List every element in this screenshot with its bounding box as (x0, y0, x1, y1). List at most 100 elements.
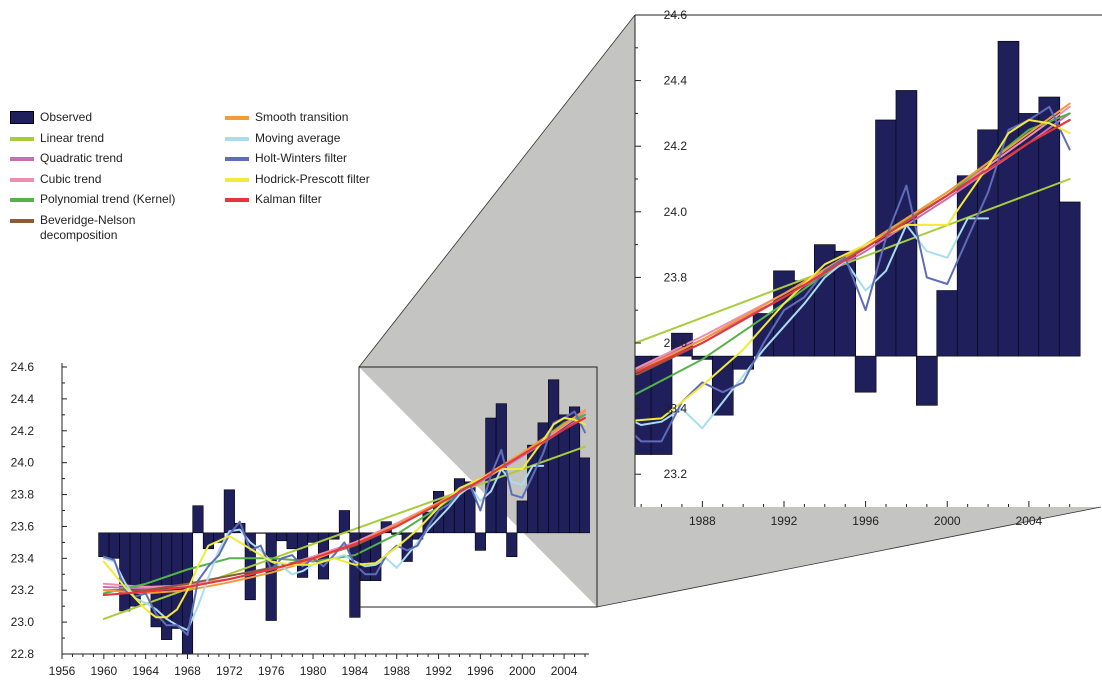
observed-bar (516, 500, 528, 534)
zoom-y-tick-label: 23.6 (664, 336, 688, 350)
y-tick-label: 24.0 (11, 456, 35, 470)
zoom-connector-edge-top (358, 14, 636, 368)
observed-bar (171, 532, 183, 629)
legend-item: Kalman filter (225, 192, 322, 207)
observed-bar (464, 481, 476, 534)
series-line (635, 102, 1071, 374)
x-tick-label: 1964 (132, 664, 159, 678)
observed-bar (338, 510, 350, 534)
zoom-plot (635, 40, 1081, 455)
observed-bar (140, 532, 152, 586)
zoom-y-tick-label: 24.6 (664, 8, 688, 22)
zoom-y-tick-label: 24.2 (664, 139, 688, 153)
legend-item: Hodrick-Prescott filter (225, 172, 370, 187)
observed-bar (255, 532, 267, 534)
observed-bar (936, 290, 959, 357)
zoom-y-tick-label: 23.4 (664, 402, 688, 416)
y-tick-label: 22.8 (11, 647, 35, 661)
x-tick-label: 1980 (300, 664, 327, 678)
series-line (635, 119, 1071, 374)
legend-swatch (225, 198, 249, 202)
series-line (635, 178, 1071, 345)
zoom-y-tick-label: 23.8 (664, 270, 688, 284)
main-axes: 22.8 23.0 23.2 23.4 23.6 23.8 24.0 24.2 24.4 24.6… (11, 360, 589, 678)
y-tick-label: 24.2 (11, 424, 35, 438)
zoom-x-tick-label: 1992 (771, 514, 798, 528)
y-tick-label: 23.2 (11, 583, 35, 597)
observed-bar (474, 532, 486, 551)
legend-label: Beveridge-Nelson decomposition (40, 212, 136, 242)
legend-swatch (10, 177, 34, 182)
x-tick-label: 1984 (342, 664, 369, 678)
observed-bar (119, 532, 131, 612)
legend-swatch (225, 177, 249, 182)
y-tick-label: 24.6 (11, 360, 35, 374)
legend-label: Observed (40, 110, 93, 124)
observed-bar (579, 457, 590, 534)
legend-label: Quadratic trend (40, 151, 123, 165)
y-tick-label: 23.0 (11, 615, 35, 629)
x-tick-label: 1996 (467, 664, 494, 678)
legend-label: Holt-Winters filter (255, 151, 348, 165)
x-tick-label: 1992 (425, 664, 452, 678)
observed-bar (1018, 113, 1040, 357)
observed-bar (265, 532, 277, 621)
observed-bar (956, 175, 979, 357)
observed-bar (297, 532, 309, 578)
legend-item: Cubic trend (10, 172, 101, 187)
x-tick-label: 1960 (90, 664, 117, 678)
zoom-y-tick-label: 23.2 (664, 467, 688, 481)
observed-bar (286, 532, 298, 550)
zoom-x-tick-label: 1988 (689, 514, 716, 528)
legend-item: Observed (10, 110, 92, 125)
legend-item: Holt-Winters filter (225, 151, 347, 166)
zoom-box (358, 366, 598, 608)
observed-bar (276, 532, 288, 542)
legend-swatch (10, 111, 34, 124)
legend-label: Polynomial trend (Kernel) (40, 192, 176, 206)
observed-bar (223, 489, 235, 534)
x-tick-label: 2004 (551, 664, 578, 678)
legend-label: Kalman filter (255, 192, 322, 206)
y-tick-label: 23.6 (11, 519, 35, 533)
observed-bar (192, 505, 204, 534)
x-tick-label: 2000 (509, 664, 536, 678)
series-line (102, 417, 586, 619)
observed-bar (108, 532, 120, 559)
legend-swatch (10, 157, 34, 161)
zoom-y-tick-label: 24.4 (664, 74, 688, 88)
legend-swatch (10, 136, 34, 141)
x-tick-label: 1972 (216, 664, 243, 678)
zoom-x-tick-label: 2004 (1016, 514, 1043, 528)
observed-bar (98, 532, 110, 558)
zoom-x-tick-label: 1996 (852, 514, 879, 528)
zoom-connector-edge-bottom (596, 506, 1102, 608)
legend-item: Moving average (225, 131, 340, 146)
legend-label: Smooth transition (255, 110, 349, 124)
series-line (635, 119, 1071, 422)
legend-swatch (10, 218, 34, 223)
observed-bar (834, 250, 857, 357)
zoom-y-tick-label: 24.0 (664, 205, 688, 219)
legend-item: Quadratic trend (10, 151, 123, 166)
x-tick-label: 1988 (383, 664, 410, 678)
observed-bar (1058, 201, 1081, 357)
legend-swatch (225, 116, 249, 120)
legend-swatch (225, 136, 249, 141)
observed-bar (711, 355, 734, 416)
y-tick-label: 23.4 (11, 551, 35, 565)
zoom-x-tick-label: 2000 (934, 514, 961, 528)
legend-swatch (10, 198, 34, 202)
legend-swatch (225, 157, 249, 161)
observed-bar (916, 355, 938, 406)
observed-bar (854, 355, 877, 393)
y-tick-label: 24.4 (11, 392, 35, 406)
y-tick-label: 23.8 (11, 488, 35, 502)
legend-item: Polynomial trend (Kernel) (10, 192, 175, 207)
legend-item: Beveridge-Nelson decomposition (10, 213, 135, 243)
legend-item: Linear trend (10, 131, 104, 146)
observed-bar (506, 532, 518, 558)
series-line (102, 417, 586, 596)
legend-label: Hodrick-Prescott filter (255, 171, 370, 186)
